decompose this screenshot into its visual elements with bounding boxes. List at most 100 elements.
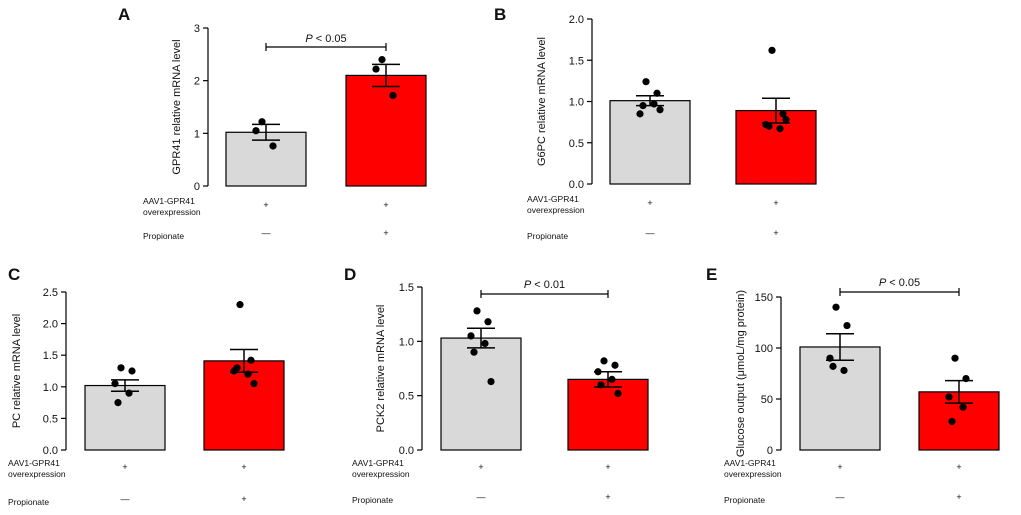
construct-sign: + xyxy=(605,462,610,472)
panel-d: D 0.0 0.5 1.0 1.5 PCK2 relative mRNA level + — +… xyxy=(344,265,649,505)
bar-control xyxy=(84,384,166,451)
data-point xyxy=(125,389,133,397)
data-point xyxy=(962,375,970,383)
y-tick-label: 1.0 xyxy=(43,382,58,394)
bar-control xyxy=(440,337,522,451)
y-tick-label: 0 xyxy=(194,181,200,193)
row-label-construct-2: overexpression xyxy=(352,469,410,479)
y-tick-label: 1.5 xyxy=(399,282,414,294)
data-point xyxy=(389,91,397,100)
bar-control xyxy=(609,100,691,185)
bar-control xyxy=(799,346,881,451)
data-point xyxy=(768,46,776,54)
bar-propionate xyxy=(203,360,285,451)
data-point xyxy=(959,403,967,411)
data-point xyxy=(487,377,495,386)
construct-sign: + xyxy=(478,462,483,472)
significance-value: < 0.05 xyxy=(313,33,347,45)
data-point xyxy=(611,361,619,369)
data-point xyxy=(467,332,475,340)
data-point xyxy=(594,368,602,376)
construct-sign: + xyxy=(241,462,246,472)
bar-propionate xyxy=(345,74,427,187)
row-label-construct-2: overexpression xyxy=(8,469,66,479)
row-label-construct: AAV1-GPR41 xyxy=(352,458,404,468)
y-tick-label: 2 xyxy=(194,76,200,88)
significance-p: P xyxy=(879,277,887,289)
data-point xyxy=(639,102,647,110)
data-point xyxy=(776,125,784,133)
y-tick-label: 0.0 xyxy=(399,445,414,457)
row-label-treatment: Propionate xyxy=(724,495,765,505)
data-point xyxy=(269,142,277,150)
y-tick-label: 0.5 xyxy=(569,138,584,150)
panel-letter: B xyxy=(494,5,506,24)
construct-sign: + xyxy=(773,198,778,208)
construct-sign: + xyxy=(647,198,652,208)
significance-p: P xyxy=(305,33,313,45)
y-tick-label: 100 xyxy=(755,343,773,355)
significance-label: P < 0.05 xyxy=(879,277,920,289)
row-label-construct: AAV1-GPR41 xyxy=(724,458,776,468)
y-tick-label: 1.0 xyxy=(399,336,414,348)
data-point xyxy=(608,375,616,383)
treatment-sign: — xyxy=(121,494,130,504)
data-point xyxy=(484,318,492,326)
data-point xyxy=(117,364,125,372)
treatment-sign: + xyxy=(773,228,778,238)
data-point xyxy=(653,89,661,97)
panel-e: E 0 50 100 150 Glucose output (μmoL/mg protei… xyxy=(706,265,1000,505)
y-tick-label: 1.5 xyxy=(569,55,584,67)
row-label-treatment: Propionate xyxy=(143,231,184,241)
data-point xyxy=(597,381,605,389)
significance-label: P < 0.01 xyxy=(524,279,565,291)
data-point xyxy=(600,357,608,365)
row-label-construct: AAV1-GPR41 xyxy=(527,194,579,204)
treatment-sign: + xyxy=(241,494,246,504)
significance-label: P < 0.05 xyxy=(305,33,346,45)
panel-b: B 0.0 0.5 1.0 1.5 2.0 G6PC relative mRNA level… xyxy=(494,5,817,241)
construct-sign: + xyxy=(122,462,127,472)
treatment-sign: + xyxy=(605,492,610,502)
y-axis-label: Glucose output (μmoL/mg protein) xyxy=(735,290,747,457)
data-point xyxy=(470,348,478,356)
data-point xyxy=(250,380,258,388)
panel-letter: C xyxy=(8,265,20,284)
data-point xyxy=(779,110,787,118)
data-point xyxy=(233,364,241,372)
y-tick-label: 2.0 xyxy=(43,319,58,331)
data-point xyxy=(473,307,481,315)
row-label-treatment: Propionate xyxy=(527,231,568,241)
data-point xyxy=(826,354,834,362)
data-point xyxy=(642,78,650,86)
y-axis-label: PCK2 relative mRNA level xyxy=(375,305,387,433)
treatment-sign: + xyxy=(956,492,961,502)
data-point xyxy=(111,380,119,388)
construct-sign: + xyxy=(263,200,268,210)
panel-letter: E xyxy=(706,265,717,284)
row-label-construct-2: overexpression xyxy=(143,207,201,217)
data-point xyxy=(244,370,252,378)
y-tick-label: 2.0 xyxy=(569,14,584,26)
bar-control xyxy=(225,131,307,187)
significance-p: P xyxy=(524,279,532,291)
data-point xyxy=(782,116,790,124)
treatment-sign: — xyxy=(477,492,486,502)
treatment-sign: — xyxy=(262,228,271,238)
data-point xyxy=(843,321,851,330)
significance-value: < 0.01 xyxy=(531,279,565,291)
y-axis-label: PC relative mRNA level xyxy=(11,314,23,428)
y-tick-label: 0 xyxy=(767,445,773,457)
data-point xyxy=(840,366,848,375)
data-point xyxy=(378,56,386,64)
treatment-sign: — xyxy=(836,492,845,502)
panel-letter: A xyxy=(118,5,130,24)
y-tick-label: 0.5 xyxy=(399,391,414,403)
data-point xyxy=(252,127,260,135)
y-tick-label: 2.5 xyxy=(43,287,58,299)
data-point xyxy=(247,356,255,364)
y-tick-label: 1.0 xyxy=(569,97,584,109)
construct-sign: + xyxy=(837,462,842,472)
data-point xyxy=(829,362,837,370)
